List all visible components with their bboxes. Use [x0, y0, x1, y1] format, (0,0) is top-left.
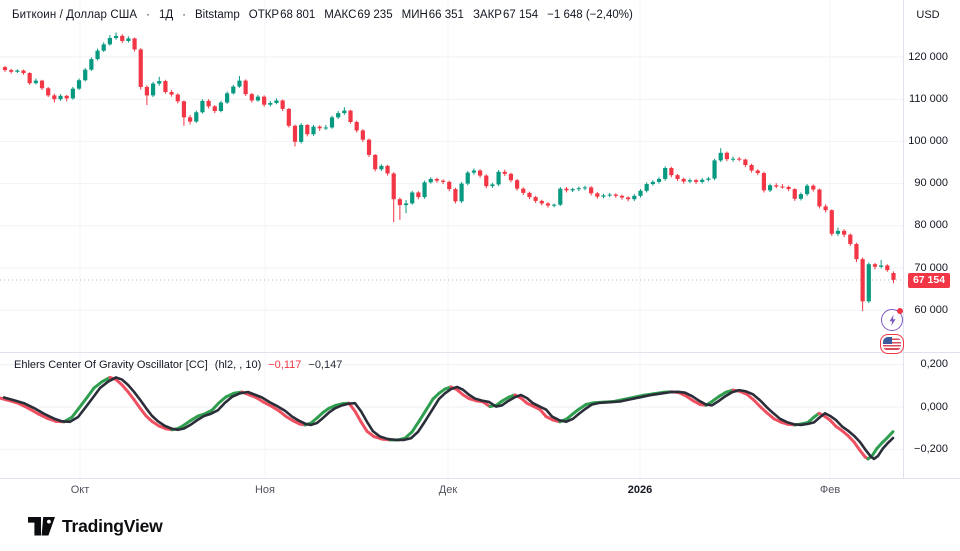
- flag-canton: [883, 337, 892, 344]
- brand-name: TradingView: [62, 516, 163, 536]
- time-tick-label[interactable]: Дек: [438, 484, 458, 496]
- indicator-params: (hl2, , 10): [214, 359, 262, 371]
- oscillator-tick-label: 0,200: [920, 358, 948, 371]
- indicator-value-signal: −0,147: [308, 359, 343, 371]
- oscillator-tick-label: 0,000: [920, 400, 948, 413]
- lightning-events-icon[interactable]: [881, 308, 903, 331]
- price-tick-label: 100 000: [908, 134, 948, 147]
- header-separator: ·: [182, 9, 187, 21]
- price-scale-currency[interactable]: USD: [916, 9, 940, 21]
- exchange-name[interactable]: Bitstamp: [195, 9, 240, 21]
- timeframe[interactable]: 1Д: [158, 9, 174, 21]
- price-change: −1 648 (−2,40%): [547, 9, 633, 21]
- time-tick-label[interactable]: 2026: [627, 484, 653, 496]
- last-price-badge: 67 154: [908, 272, 950, 288]
- header-separator: ·: [146, 9, 150, 21]
- time-tick-label[interactable]: Фев: [819, 484, 841, 496]
- ohlc-low: МИН 66 351: [401, 9, 464, 21]
- indicator-value-cg: −0,117: [268, 359, 302, 371]
- price-tick-label: 60 000: [914, 303, 948, 316]
- time-axis-divider: [0, 478, 960, 479]
- indicator-legend[interactable]: Ehlers Center Of Gravity Oscillator [CC]…: [14, 359, 342, 371]
- price-tick-label: 70 000: [914, 261, 948, 274]
- price-tick-label: 120 000: [908, 50, 948, 63]
- symbol-header: Биткоин / Доллар США · 1Д · Bitstamp ОТК…: [12, 9, 633, 21]
- us-economic-events-icon[interactable]: [880, 334, 904, 354]
- ohlc-open: ОТКР 68 801: [248, 9, 316, 21]
- time-tick-label[interactable]: Ноя: [254, 484, 276, 496]
- ohlc-high: МАКС 69 235: [324, 9, 393, 21]
- indicator-title[interactable]: Ehlers Center Of Gravity Oscillator [CC]: [14, 359, 208, 371]
- price-tick-label: 80 000: [914, 219, 948, 232]
- ohlc-close: ЗАКР 67 154: [472, 9, 539, 21]
- tradingview-logo[interactable]: TradingView: [28, 516, 163, 537]
- lightning-bolt-glyph: [889, 314, 896, 326]
- price-scale-separator[interactable]: [903, 0, 904, 478]
- notification-dot: [897, 308, 903, 314]
- pane-divider[interactable]: [0, 352, 960, 353]
- time-tick-label[interactable]: Окт: [70, 484, 90, 496]
- tradingview-mark-icon: [28, 517, 55, 536]
- symbol-name[interactable]: Биткоин / Доллар США: [12, 9, 138, 21]
- price-tick-label: 90 000: [914, 177, 948, 190]
- price-tick-label: 110 000: [909, 92, 948, 105]
- oscillator-tick-label: −0,200: [914, 442, 948, 455]
